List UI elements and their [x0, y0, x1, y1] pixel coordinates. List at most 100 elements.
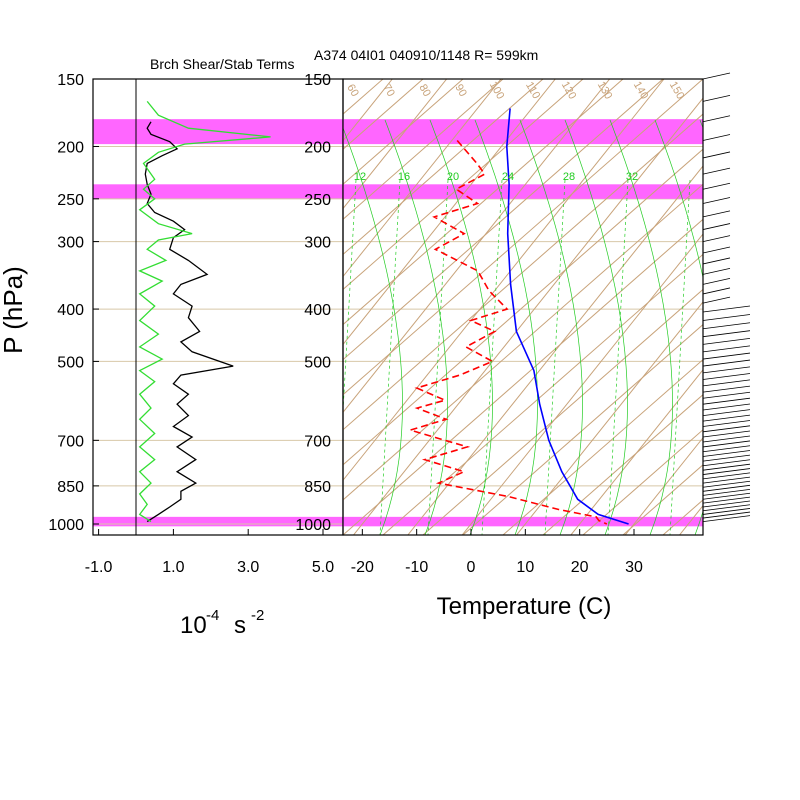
x-tick-label: 5.0 [312, 559, 334, 576]
y-tick-label: 200 [57, 139, 84, 156]
isotherm [515, 301, 703, 535]
mixing-ratio-line [544, 179, 566, 535]
temperature-axis-label: Temperature (C) [437, 593, 612, 620]
wind-barb [702, 330, 751, 338]
wind-barb [702, 337, 751, 345]
isotherm [570, 369, 703, 535]
wind-barb [702, 504, 751, 512]
wind-barb [702, 305, 751, 313]
mixing-ratio-line [607, 179, 629, 535]
x-tick-label: 1.0 [162, 559, 184, 576]
moist-adiabat [343, 127, 403, 535]
wind-barb [702, 182, 731, 190]
isotherm [788, 79, 800, 535]
wind-barb [702, 508, 751, 515]
wind-barb [702, 267, 731, 275]
y-tick-label: 250 [304, 192, 331, 209]
dry-adiabat [343, 79, 664, 361]
shear-curve [144, 121, 234, 523]
y-tick-label: 500 [57, 354, 84, 371]
isotherm [461, 233, 703, 535]
y-tick-label: 850 [57, 479, 84, 496]
adiabat-label: 90 [452, 82, 469, 99]
dry-adiabat [702, 534, 703, 535]
wind-barb [702, 472, 751, 480]
y-tick-label: 400 [57, 302, 84, 319]
wind-barb [702, 409, 751, 417]
wind-barb [702, 287, 731, 295]
dry-adiabat [343, 113, 703, 431]
wind-barb [702, 223, 731, 230]
y-tick-label: 1000 [48, 517, 84, 534]
wind-barb [702, 425, 751, 433]
dry-adiabat [622, 464, 703, 535]
dry-adiabat [343, 79, 464, 185]
moist-adiabat [609, 119, 673, 535]
shear-x-axis-label: 10 -4 s -2 [180, 607, 264, 639]
wind-barb [702, 352, 751, 360]
moist-adiabat [654, 119, 703, 535]
wind-barb [702, 210, 731, 218]
wind-barb [702, 484, 751, 492]
isotherm [343, 79, 448, 210]
dry-adiabat [343, 79, 584, 291]
adiabat-label: 150 [667, 80, 687, 102]
wind-barb [702, 359, 751, 367]
mixing-ratio-label: 20 [447, 171, 459, 183]
isotherm [734, 79, 800, 535]
mixing-ratio-line [481, 179, 503, 535]
isotherm [407, 165, 703, 535]
mixing-ratio-line [669, 179, 691, 535]
isotherm [343, 79, 665, 482]
isotherm [343, 79, 502, 278]
mixing-ratio-label: 12 [354, 171, 366, 183]
adiabat-label: 130 [595, 80, 615, 102]
adiabat-label: 140 [631, 80, 651, 102]
wind-barb [702, 167, 731, 175]
adiabat-label: 110 [523, 80, 542, 101]
wind-barb [702, 450, 751, 457]
pressure-tick-labels-right: 150 200 250 300 400 500 700 850 1000 [295, 72, 331, 534]
wind-barbs [702, 72, 751, 523]
wind-barb [702, 257, 731, 265]
wind-barb [702, 94, 731, 102]
adiabat-label: 80 [416, 82, 433, 99]
y-tick-label: 700 [304, 433, 331, 450]
wind-barb [702, 296, 731, 304]
y-tick-label: 200 [304, 139, 331, 156]
wind-barb [702, 373, 751, 380]
wind-barb [702, 397, 751, 405]
dry-adiabat [343, 79, 703, 396]
y-tick-label: 300 [304, 235, 331, 252]
wind-barb [702, 246, 731, 254]
wind-barb [702, 115, 731, 123]
dry-adiabat [343, 79, 504, 220]
highlight-band [343, 516, 703, 527]
wind-barb [702, 345, 751, 353]
wind-barb [702, 414, 751, 422]
y-axis-label: P (hPa) [0, 266, 28, 354]
dry-adiabat [343, 79, 544, 256]
svg-text:s: s [234, 612, 246, 639]
highlight-band [343, 184, 703, 199]
dry-adiabat [462, 323, 703, 535]
y-tick-label: 150 [57, 72, 84, 89]
skewt-panel: 150 200 250 300 400 500 700 850 1000 -20 -10 0 10 20… [0, 72, 800, 576]
isotherm [0, 79, 284, 535]
mixing-ratio-label: 28 [563, 171, 575, 183]
wind-barb [702, 314, 751, 321]
y-tick-label: 300 [57, 235, 84, 252]
skewt-panel-title: A374 04I01 040910/1148 R= 599km [314, 47, 538, 63]
mixing-ratio-line [427, 179, 449, 535]
isotherm [0, 79, 229, 535]
wind-barb [702, 463, 751, 471]
x-tick-label: -20 [351, 559, 374, 576]
wind-barb [702, 385, 751, 393]
adiabat-label: 70 [380, 82, 397, 99]
pressure-tick-labels-left: 150 200 250 300 400 500 700 850 1000 [48, 72, 99, 534]
wind-barb [702, 440, 751, 448]
dry-adiabat [382, 253, 703, 535]
stability-curve [138, 100, 271, 523]
dry-adiabat [343, 183, 703, 501]
